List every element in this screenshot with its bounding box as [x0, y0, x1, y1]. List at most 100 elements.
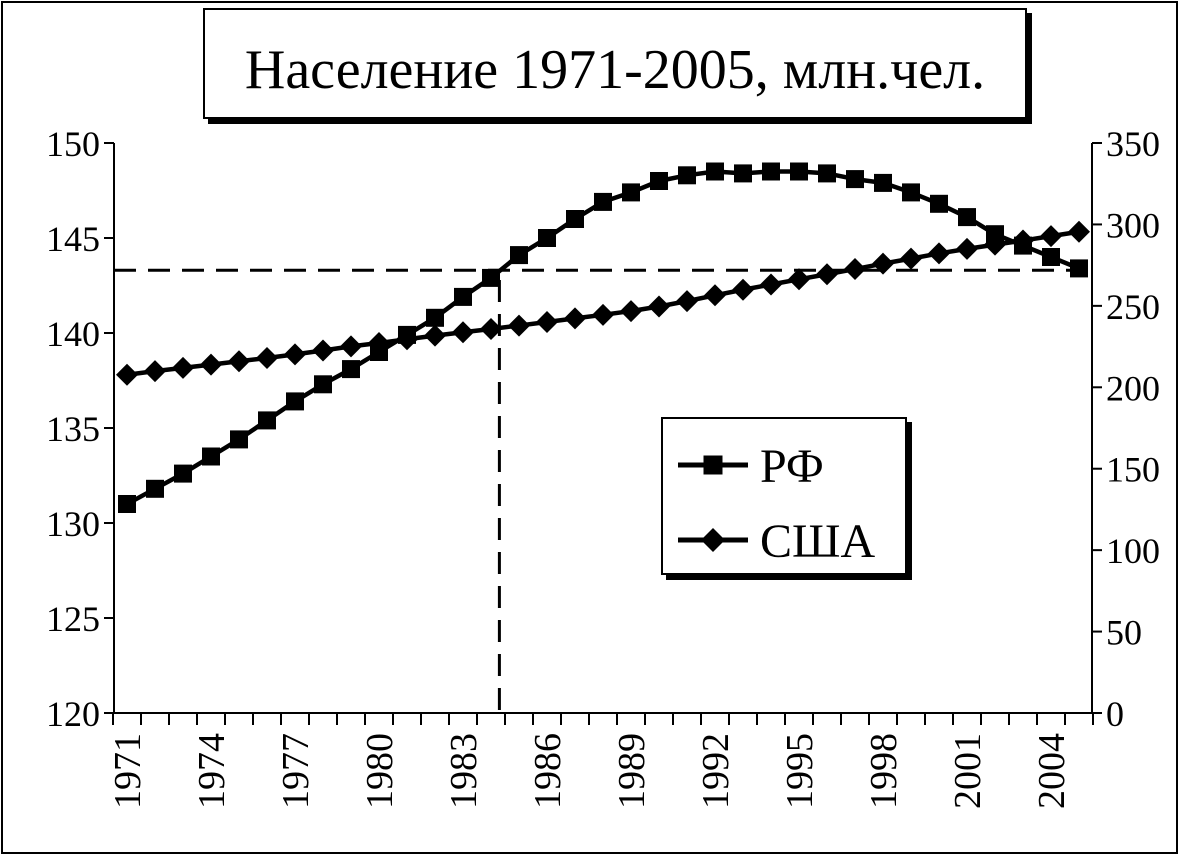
- x-tick-label: 1992: [695, 733, 737, 809]
- left-tick-label: 150: [46, 124, 100, 164]
- right-tick-label: 50: [1106, 613, 1142, 653]
- data-point-usa: [704, 284, 726, 307]
- data-point-usa: [648, 295, 670, 318]
- data-point-usa: [424, 324, 446, 347]
- data-point-usa: [732, 278, 754, 301]
- left-tick-label: 120: [46, 694, 100, 734]
- legend: РФ США: [661, 417, 907, 575]
- x-tick-label: 1983: [443, 733, 485, 809]
- right-tick-label: 150: [1106, 450, 1160, 490]
- data-point-usa: [1012, 229, 1034, 252]
- data-point-rf: [342, 360, 360, 379]
- chart-title-box: Население 1971-2005, млн.чел.: [203, 8, 1027, 119]
- data-point-rf: [930, 194, 948, 213]
- data-point-usa: [284, 343, 306, 366]
- data-point-rf: [426, 308, 444, 327]
- data-point-usa: [312, 339, 334, 362]
- data-point-usa: [844, 258, 866, 281]
- data-point-rf: [678, 166, 696, 185]
- right-tick-label: 0: [1106, 694, 1124, 734]
- data-point-rf: [594, 192, 612, 211]
- data-point-rf: [258, 411, 276, 430]
- data-point-usa: [592, 303, 614, 326]
- axes: 120 125 130 135 140 145 150 0 50 100 150 200 250 300 3…: [46, 124, 1160, 809]
- series-group: [116, 162, 1090, 513]
- data-point-rf: [146, 479, 164, 498]
- data-point-usa: [564, 307, 586, 330]
- data-point-usa: [984, 233, 1006, 256]
- x-tick-label: 1995: [779, 733, 821, 809]
- data-point-usa: [1068, 220, 1090, 243]
- data-point-usa: [452, 321, 474, 344]
- right-tick-label: 350: [1106, 124, 1160, 164]
- data-point-usa: [788, 268, 810, 291]
- right-tick-label: 200: [1106, 368, 1160, 408]
- data-point-rf: [286, 392, 304, 411]
- reference-lines: [114, 268, 1092, 713]
- data-point-rf: [706, 162, 724, 181]
- data-point-usa: [928, 242, 950, 265]
- data-point-rf: [762, 162, 780, 181]
- data-point-usa: [340, 335, 362, 358]
- right-tick-label: 100: [1106, 531, 1160, 571]
- data-point-rf: [902, 183, 920, 202]
- legend-label-rf: РФ: [760, 440, 824, 493]
- data-point-usa: [760, 273, 782, 296]
- left-tick-label: 130: [46, 504, 100, 544]
- data-point-usa: [620, 300, 642, 323]
- x-tick-label: 1971: [107, 733, 149, 809]
- data-point-usa: [368, 331, 390, 354]
- x-tick-label: 1977: [275, 733, 317, 809]
- right-tick-label: 250: [1106, 287, 1160, 327]
- data-point-rf: [174, 464, 192, 483]
- x-tick-label: 1998: [863, 733, 905, 809]
- x-tick-label: 2004: [1031, 733, 1073, 809]
- data-point-rf: [874, 173, 892, 192]
- data-point-rf: [622, 183, 640, 202]
- data-point-rf: [790, 162, 808, 181]
- data-point-usa: [396, 328, 418, 351]
- data-point-rf: [538, 229, 556, 247]
- data-point-usa: [172, 356, 194, 379]
- legend-marker-usa: [701, 528, 725, 552]
- legend-label-usa: США: [760, 515, 875, 568]
- chart-title: Население 1971-2005, млн.чел.: [245, 39, 985, 101]
- data-point-usa: [816, 263, 838, 286]
- left-tick-label: 140: [46, 314, 100, 354]
- data-point-rf: [314, 375, 332, 394]
- data-point-rf: [1070, 259, 1088, 278]
- data-point-usa: [144, 360, 166, 383]
- data-point-rf: [118, 495, 136, 513]
- data-point-rf: [454, 287, 472, 306]
- data-point-usa: [536, 310, 558, 333]
- series-line-rf: [125, 169, 1080, 506]
- right-tick-label: 300: [1106, 205, 1160, 245]
- data-point-rf: [958, 208, 976, 227]
- data-point-rf: [482, 268, 500, 287]
- x-tick-label: 1980: [359, 733, 401, 809]
- data-point-usa: [1040, 225, 1062, 248]
- left-tick-label: 145: [46, 219, 100, 259]
- data-point-usa: [508, 314, 530, 337]
- data-point-rf: [734, 164, 752, 183]
- data-point-rf: [202, 447, 220, 466]
- data-point-usa: [900, 247, 922, 270]
- data-point-rf: [650, 172, 668, 190]
- data-point-usa: [676, 290, 698, 313]
- x-tick-label: 1974: [191, 733, 233, 809]
- data-point-usa: [116, 363, 138, 386]
- data-point-usa: [480, 317, 502, 340]
- data-point-rf: [510, 246, 528, 265]
- data-point-usa: [256, 346, 278, 369]
- left-tick-label: 125: [46, 599, 100, 639]
- data-point-usa: [228, 350, 250, 373]
- data-point-rf: [566, 210, 584, 228]
- legend-marker-rf: [703, 455, 723, 475]
- left-tick-label: 135: [46, 409, 100, 449]
- x-tick-label: 1989: [611, 733, 653, 809]
- data-point-usa: [872, 252, 894, 275]
- data-point-usa: [200, 353, 222, 376]
- x-tick-label: 2001: [947, 733, 989, 809]
